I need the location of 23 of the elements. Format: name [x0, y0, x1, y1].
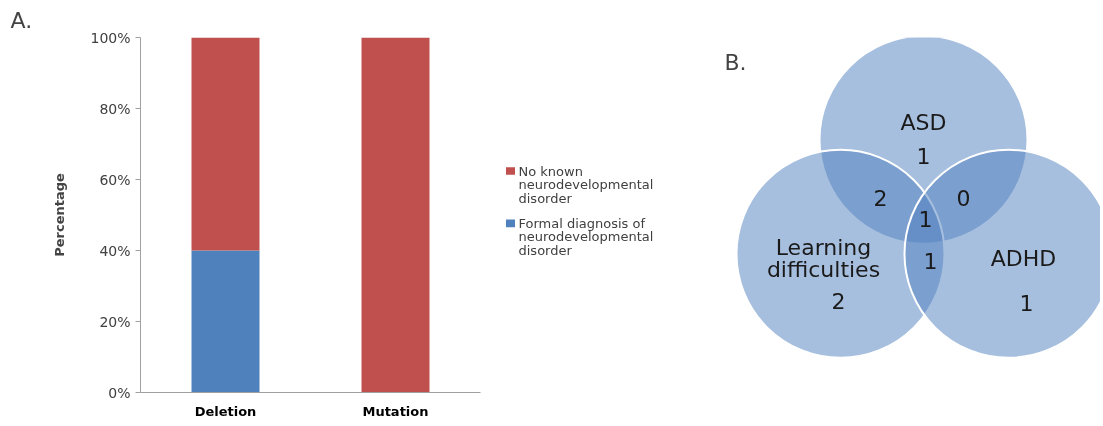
- category-label: ASD: [900, 109, 947, 135]
- y-tick-label: 40%: [99, 242, 131, 259]
- y-tick-label: 60%: [99, 171, 131, 188]
- y-axis-title: Percentage: [52, 173, 68, 257]
- legend-label: Formal diagnosis of neurodevelopmental disorder: [518, 215, 654, 258]
- data-label: 2: [831, 289, 846, 315]
- data-label: 1: [1019, 290, 1034, 316]
- y-tick-label: 0%: [108, 384, 131, 401]
- chart-title: A.: [10, 7, 33, 33]
- x-tick-label: Deletion: [194, 403, 257, 419]
- text: 1: [923, 249, 938, 275]
- y-tick-label: 100%: [90, 29, 131, 46]
- category-label: ADHD: [990, 246, 1057, 272]
- x-tick-label: Mutation: [362, 403, 429, 419]
- data-label: 1: [916, 143, 931, 169]
- legend-label: No known neurodevelopmental disorder: [518, 163, 654, 206]
- y-tick-label: 80%: [99, 100, 131, 117]
- y-tick-label: 20%: [99, 313, 131, 330]
- text: 1: [918, 207, 933, 233]
- text: 0: [956, 186, 971, 212]
- text: B.: [724, 50, 747, 76]
- text: 2: [873, 186, 888, 212]
- category-label: Learning difficulties: [766, 235, 881, 283]
